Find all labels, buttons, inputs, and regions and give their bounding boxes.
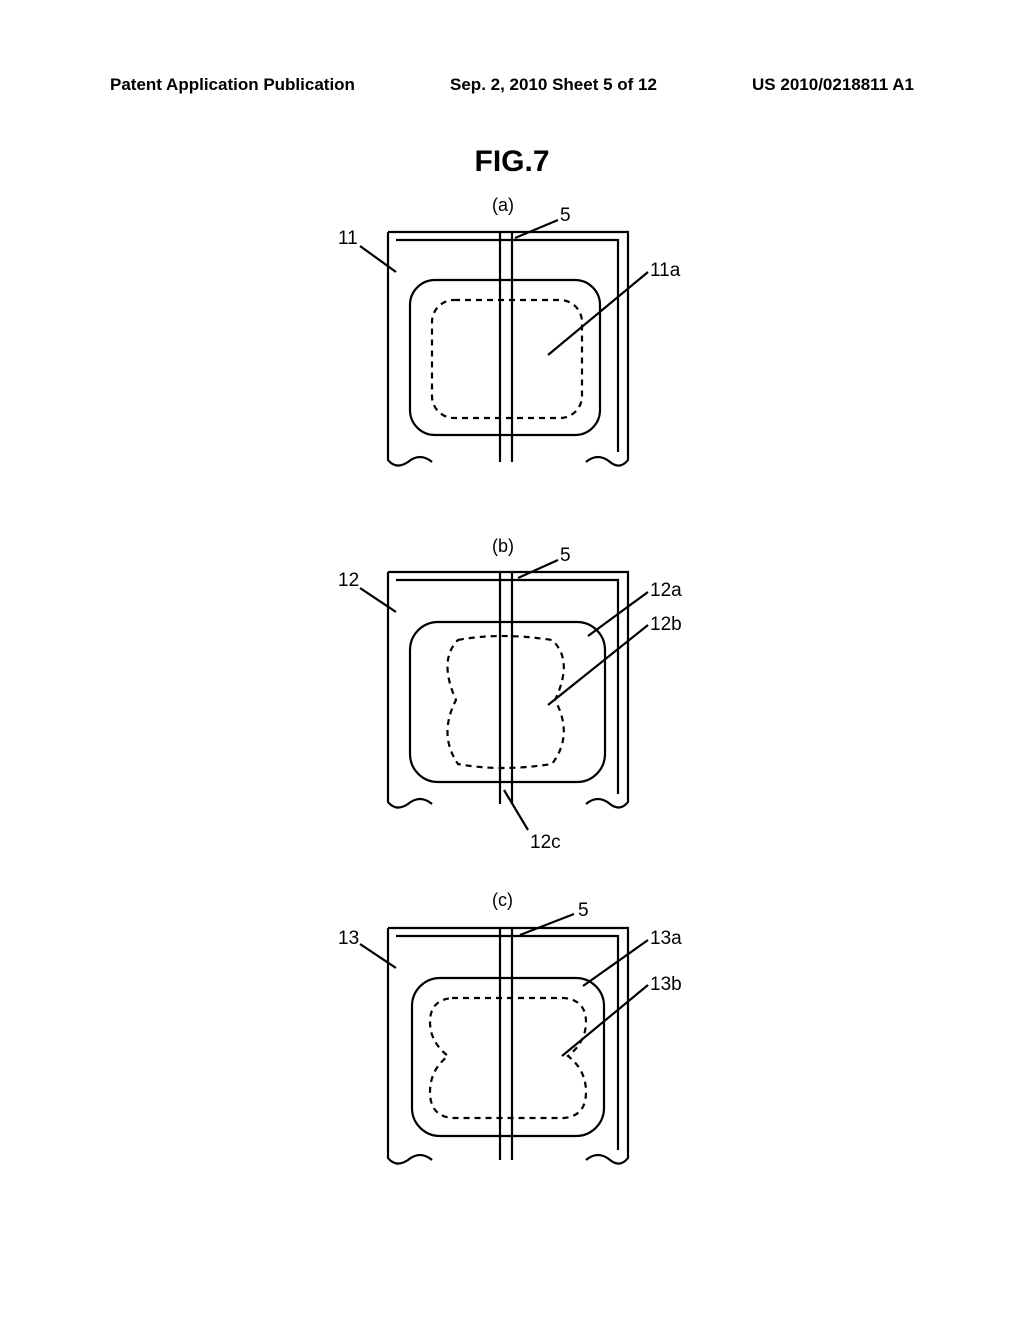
subfig-c-diagram [360,914,648,1164]
subfig-a-diagram [360,220,648,466]
subfig-b-diagram [360,560,648,830]
figure-svg [0,0,1024,1320]
